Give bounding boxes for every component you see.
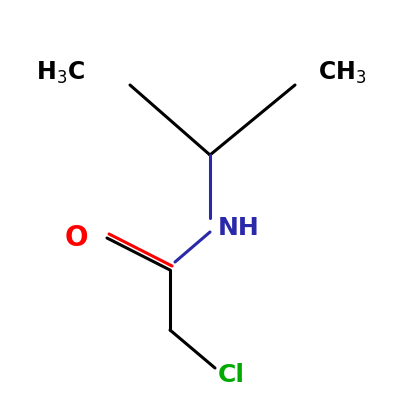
Text: Cl: Cl — [218, 363, 245, 387]
Text: CH$_3$: CH$_3$ — [318, 60, 366, 86]
Text: O: O — [64, 224, 88, 252]
Text: NH: NH — [218, 216, 260, 240]
Text: H$_3$C: H$_3$C — [36, 60, 85, 86]
